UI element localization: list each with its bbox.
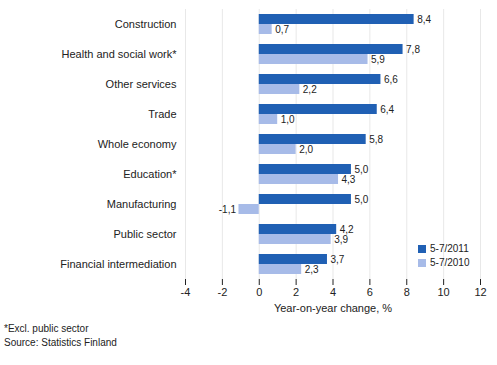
svg-text:3,7: 3,7 [330,254,344,265]
html-text:5-7/2011: 5-7/2011 [430,243,469,254]
svg-text:Year-on-year change, %: Year-on-year change, % [274,302,392,314]
svg-text:4,2: 4,2 [339,223,354,235]
svg-text:4,3: 4,3 [342,174,356,185]
svg-text:6,6: 6,6 [384,74,398,85]
svg-text:5,0: 5,0 [354,194,368,205]
svg-text:5,0: 5,0 [354,164,368,175]
svg-text:2,0: 2,0 [299,144,313,155]
svg-text:Health and social work*: Health and social work* [62,48,178,60]
svg-text:Construction: Construction [115,18,177,30]
svg-text:2,2: 2,2 [303,84,317,95]
svg-text:5,9: 5,9 [371,54,385,65]
svg-text:2,3: 2,3 [305,264,319,275]
svg-text:Education*: Education* [123,168,177,180]
svg-text:-2: -2 [217,286,227,298]
svg-text:0,7: 0,7 [275,24,289,35]
svg-text:Trade: Trade [148,108,176,120]
html-text:*Excl. public sector: *Excl. public sector [4,323,89,334]
svg-text:Manufacturing: Manufacturing [107,198,177,210]
svg-text:2: 2 [293,286,299,298]
svg-text:5,8: 5,8 [369,134,383,145]
svg-text:8: 8 [404,286,410,298]
svg-text:Other services: Other services [106,78,177,90]
svg-text:6,4: 6,4 [380,104,394,115]
svg-text:0: 0 [256,286,262,298]
svg-text:1,0: 1,0 [281,114,295,125]
svg-text:6: 6 [367,286,373,298]
svg-text:-1,1: -1,1 [219,204,237,215]
svg-text:3,9: 3,9 [334,234,348,245]
svg-text:4: 4 [330,286,336,298]
svg-text:Public sector: Public sector [114,228,177,240]
svg-text:-4: -4 [181,286,191,298]
svg-text:10: 10 [438,286,450,298]
svg-text:Whole economy: Whole economy [98,138,177,150]
svg-text:12: 12 [474,286,486,298]
svg-text:7,8: 7,8 [406,44,420,55]
html-text:5-7/2010: 5-7/2010 [430,257,470,268]
html-text:Source: Statistics Finland: Source: Statistics Finland [4,337,117,348]
svg-text:8,4: 8,4 [417,14,431,25]
svg-text:Financial intermediation: Financial intermediation [60,258,176,270]
